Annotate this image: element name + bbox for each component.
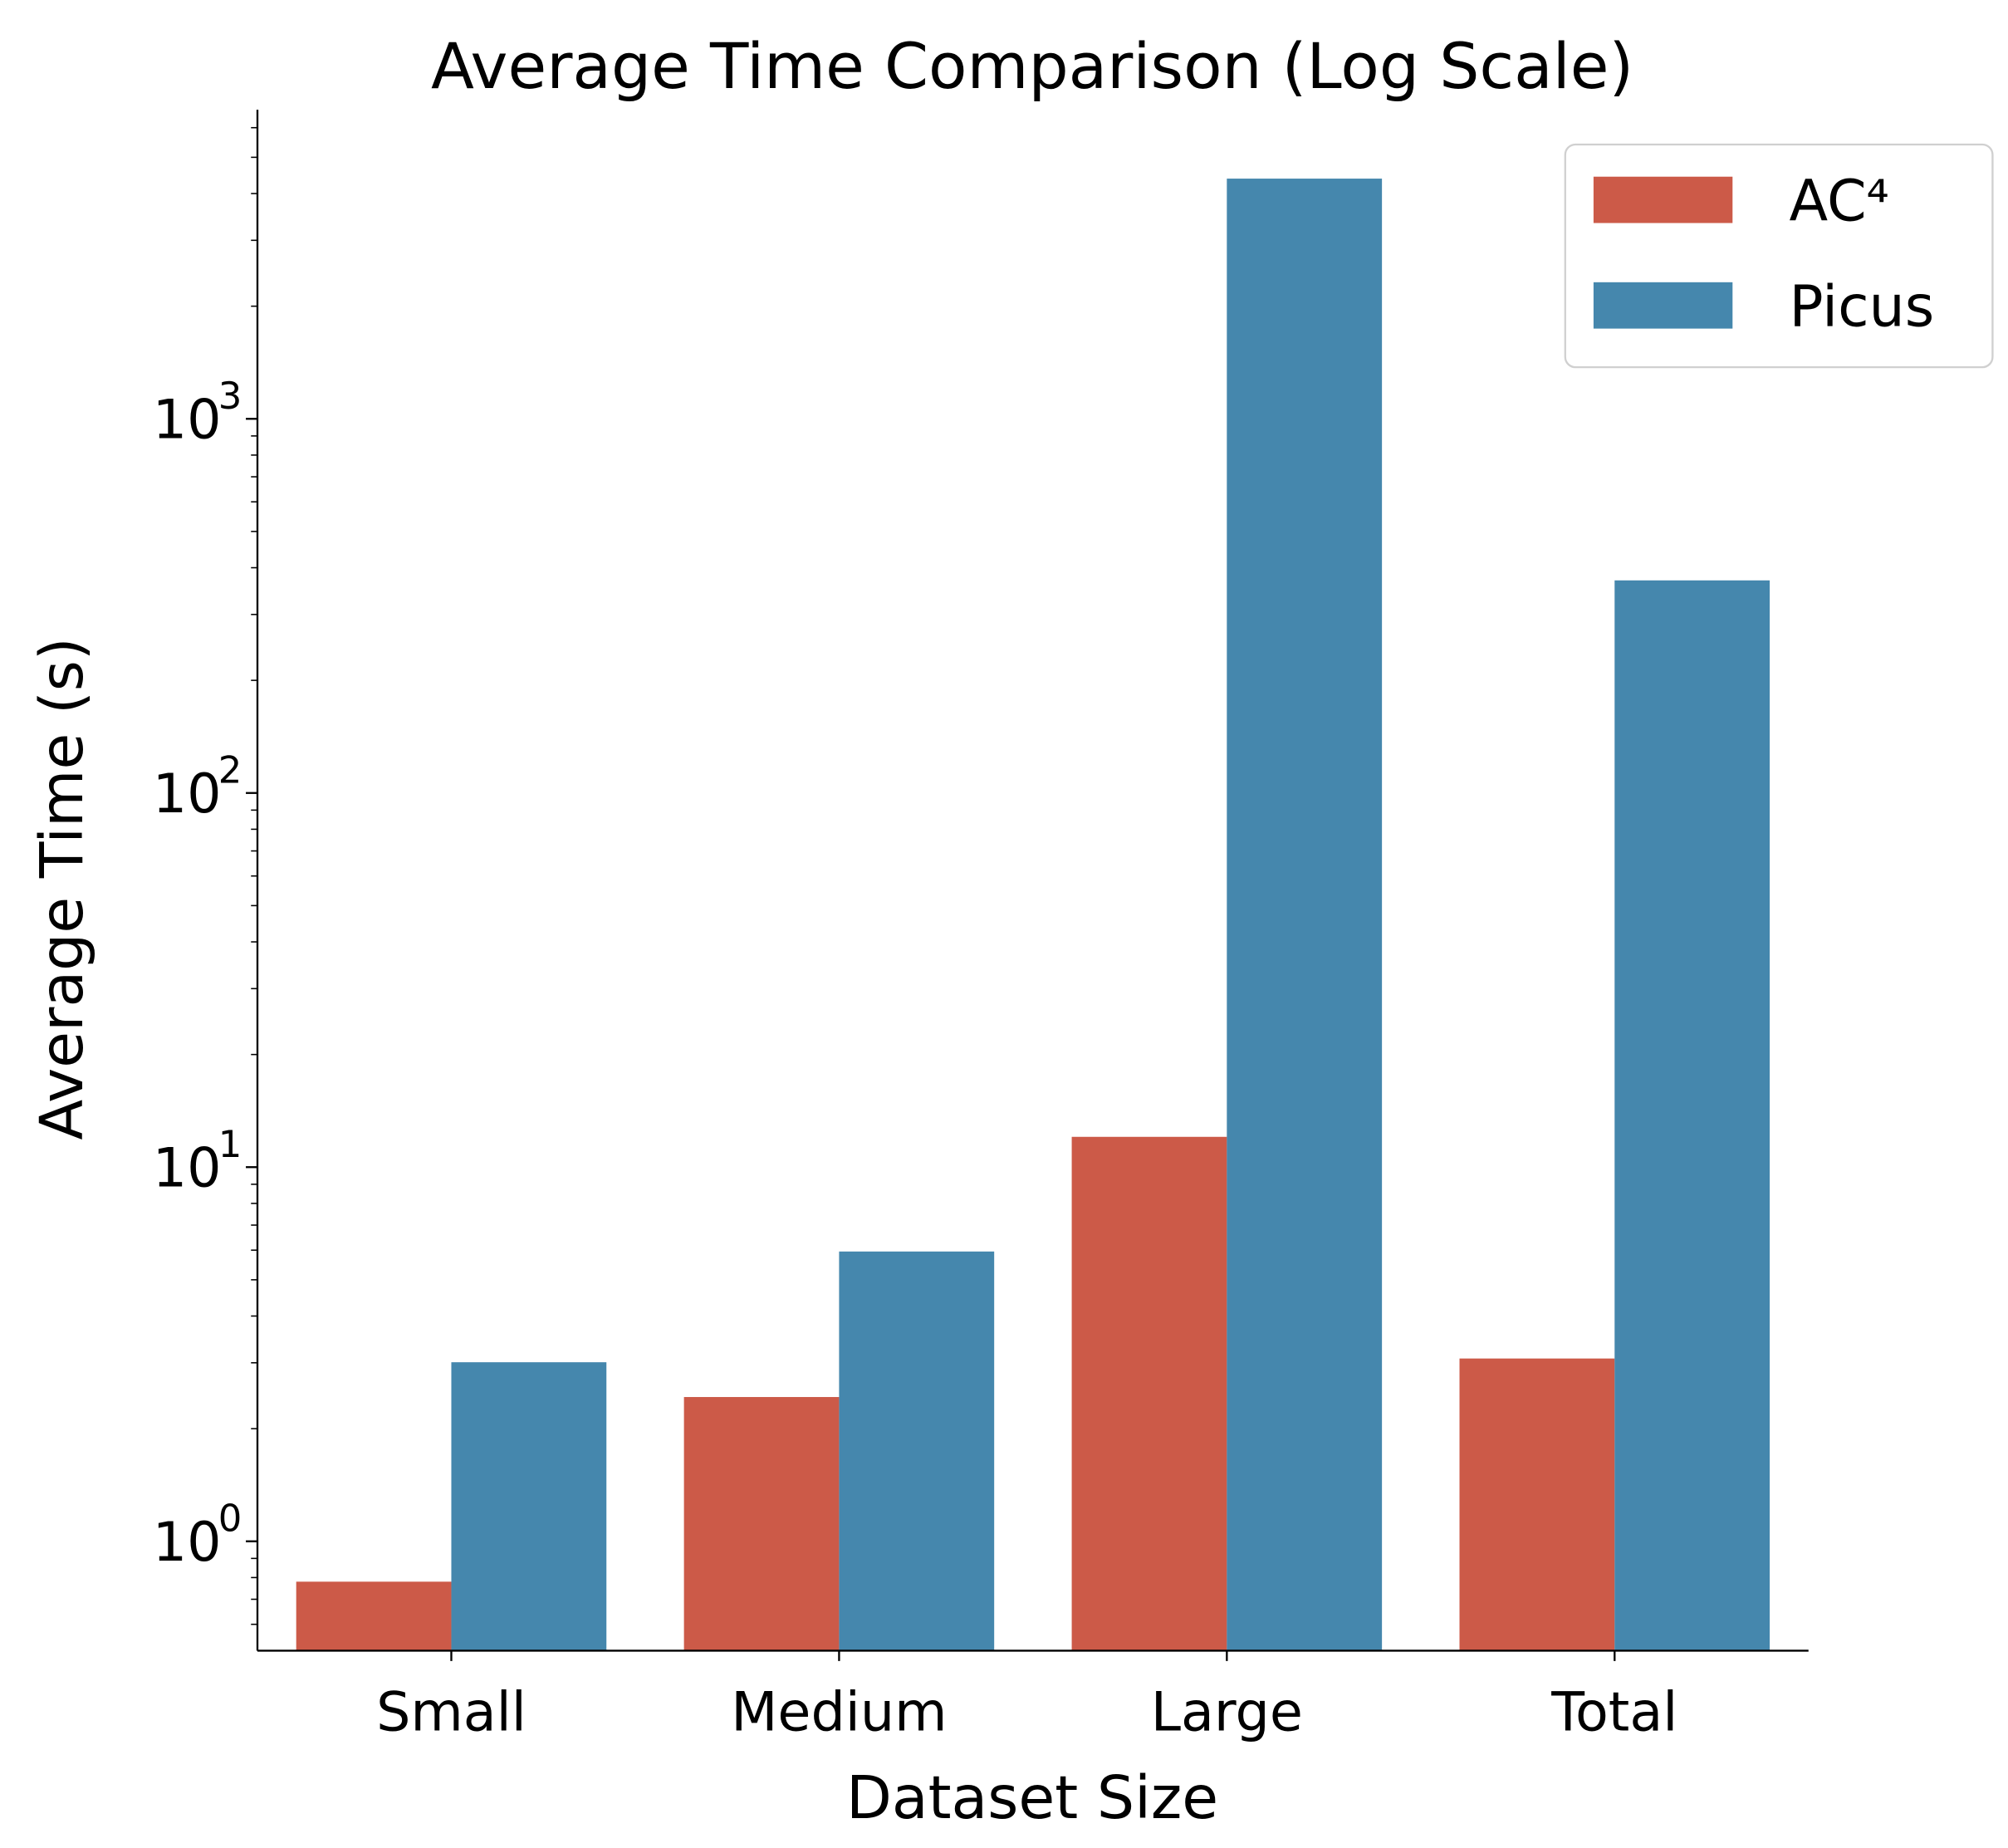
y-axis-label: Average Time (s) [27,637,96,1140]
legend-swatch [1593,282,1733,329]
y-tick-label: 10 [153,763,222,826]
bar-small-ac4 [296,1581,452,1651]
y-tick-label: 10 [153,390,222,452]
y-tick-exponent: 2 [218,748,242,792]
y-tick-exponent: 3 [218,374,242,418]
legend-label: AC⁴ [1790,169,1889,234]
legend: AC⁴ Picus [1564,143,1994,369]
x-tick-label: Small [376,1682,526,1744]
bar-large-ac4 [1071,1136,1227,1651]
chart-title: Average Time Comparison (Log Scale) [431,30,1633,103]
bars-group [296,179,1770,1651]
bar-medium-ac4 [683,1397,840,1651]
bar-total-picus [1614,580,1770,1651]
y-tick-label: 10 [153,1137,222,1199]
bar-total-ac4 [1459,1358,1615,1651]
x-tick-label: Large [1151,1682,1303,1744]
bar-medium-picus [839,1251,995,1651]
y-tick-label: 10 [153,1512,222,1574]
bar-small-picus [451,1362,607,1651]
legend-swatch [1593,176,1733,223]
bar-large-picus [1227,179,1383,1651]
x-axis-label: Dataset Size [846,1763,1218,1832]
x-tick-label: Total [1550,1682,1677,1744]
y-tick-exponent: 1 [218,1122,242,1166]
legend-label: Picus [1790,275,1935,341]
y-tick-exponent: 0 [218,1496,242,1540]
x-tick-label: Medium [731,1682,947,1744]
